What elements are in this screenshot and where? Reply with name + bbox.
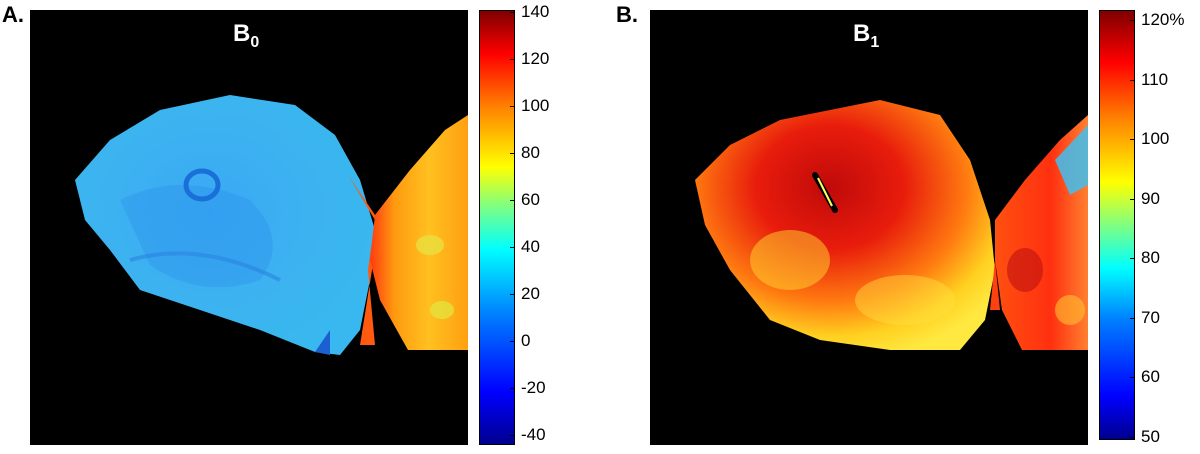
colorbar-tick-label: 140 — [521, 2, 550, 21]
b0-colorbar — [479, 10, 515, 445]
colorbar-tick-label: -20 — [521, 378, 546, 397]
colorbar-tick-label: 90 — [1141, 188, 1160, 208]
colorbar-tick-label: 60 — [521, 190, 540, 209]
b0-field-map: B0 — [30, 10, 468, 445]
colorbar-tick-mark — [1130, 436, 1135, 438]
colorbar-tick-label: 100 — [1141, 129, 1170, 148]
panel-b-label: B. — [616, 2, 638, 27]
b0-map-title: B0 — [233, 20, 260, 51]
colorbar-tick-mark — [510, 435, 515, 436]
colorbar-tick-label: 50 — [1141, 426, 1160, 446]
colorbar-tick-mark — [1130, 317, 1135, 319]
colorbar-tick-mark — [1130, 198, 1135, 200]
colorbar-tick-mark — [510, 294, 515, 295]
colorbar-tick-label: 40 — [521, 237, 540, 256]
colorbar-tick-mark — [1130, 20, 1135, 21]
colorbar-tick-label: 80 — [521, 143, 540, 162]
colorbar-tick-mark — [510, 59, 515, 60]
colorbar-tick-label: 70 — [1141, 307, 1160, 327]
colorbar-tick-label: 20 — [521, 284, 540, 303]
colorbar-tick-mark — [1130, 258, 1135, 259]
colorbar-tick-mark — [510, 200, 515, 201]
colorbar-tick-label: 0 — [521, 331, 531, 350]
b1-map-image — [695, 100, 1088, 350]
colorbar-tick-label: 100 — [521, 96, 550, 115]
b1-colorbar — [1099, 10, 1135, 440]
colorbar-tick-label: -40 — [521, 425, 546, 444]
colorbar-tick-mark — [1130, 377, 1135, 378]
colorbar-tick-label: 80 — [1141, 248, 1160, 267]
b0-map-image — [75, 95, 468, 355]
colorbar-tick-mark — [510, 341, 515, 342]
colorbar-tick-label: 120% — [1141, 10, 1185, 29]
colorbar-tick-mark — [510, 247, 515, 248]
colorbar-tick-mark — [510, 388, 515, 389]
colorbar-tick-mark — [510, 153, 515, 154]
panel-a-label: A. — [2, 2, 24, 27]
b1-field-map: B1 — [650, 10, 1088, 445]
colorbar-tick-label: 120 — [521, 49, 550, 68]
colorbar-tick-label: 60 — [1141, 367, 1160, 386]
colorbar-tick-mark — [1130, 139, 1135, 140]
b1-map-title: B1 — [853, 20, 880, 51]
colorbar-tick-mark — [510, 12, 515, 13]
colorbar-tick-label: 110 — [1141, 69, 1169, 89]
colorbar-tick-mark — [510, 106, 515, 107]
colorbar-tick-mark — [1130, 79, 1135, 81]
